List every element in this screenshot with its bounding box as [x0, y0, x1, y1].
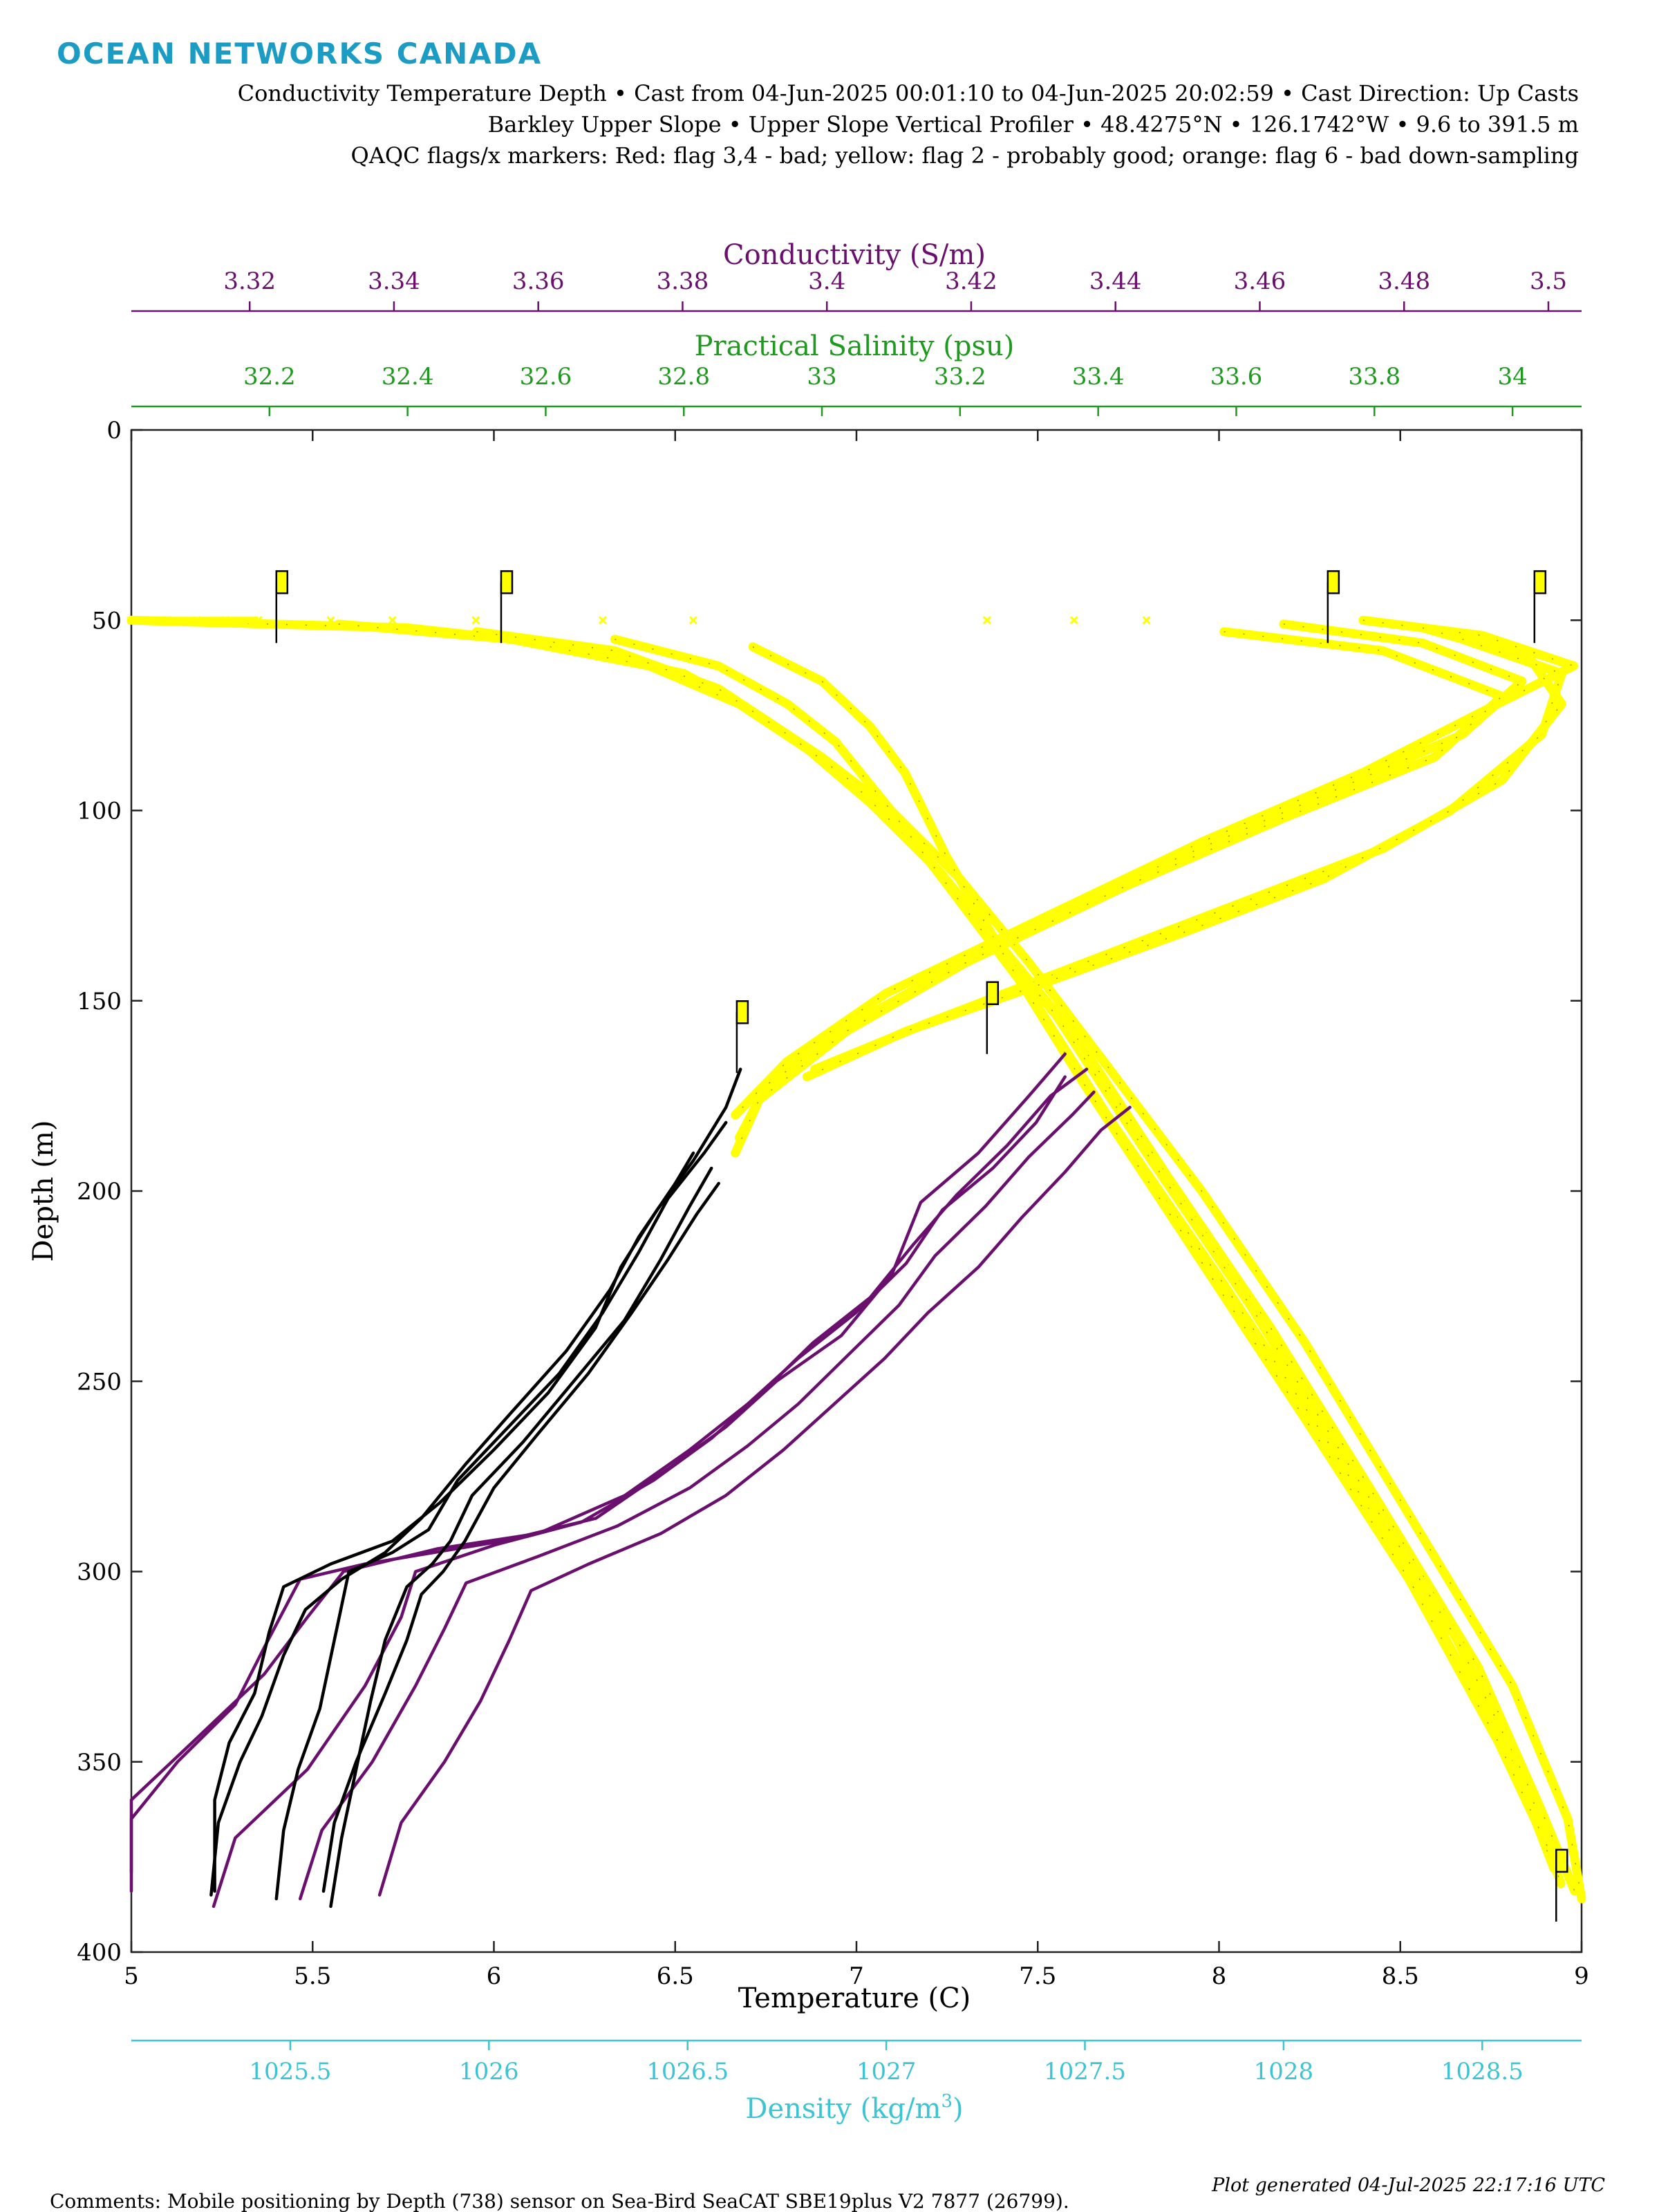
- conductivity-axis-ticks: 3.32 3.34 3.36 3.38 3.4 3.42 3.44 3.46 3.48 3.5: [223, 268, 1567, 311]
- temperature-cast-5: [321, 1181, 720, 1893]
- surface-flag-marker: [1069, 616, 1078, 625]
- flagged-data-layer: [126, 615, 1586, 1904]
- density-flagged-cast-1: [731, 615, 1578, 1120]
- temperature-tick-label: 7: [849, 1962, 864, 1990]
- temperature-cast-2: [274, 1121, 728, 1901]
- surface-flag-marker: [471, 616, 480, 625]
- flag-marker-5: [735, 1000, 749, 1024]
- conductivity-tick-label: 3.38: [657, 268, 709, 295]
- density-axis-ticks: 1025.5 1026 1026.5 1027 1027.5 1028 1028.5: [249, 2041, 1524, 2086]
- depth-tick-label: 150: [77, 988, 122, 1015]
- conductivity-tick-label: 3.34: [368, 268, 420, 295]
- salinity-flagged-cast-5: [748, 642, 1552, 1850]
- salinity-tick-label: 33.4: [1072, 363, 1125, 391]
- temperature-tick-label: 6: [487, 1962, 502, 1990]
- conductivity-cast-3: [212, 1067, 1089, 1909]
- depth-tick-label: 300: [77, 1559, 122, 1586]
- density-tick-label: 1027: [856, 2058, 917, 2086]
- density-tick-label: 1028: [1254, 2058, 1314, 2086]
- temperature-tick-label: 9: [1574, 1962, 1589, 1990]
- salinity-tick-label: 32.6: [520, 363, 572, 391]
- flag-marker-3: [1327, 570, 1340, 594]
- conductivity-cast-5: [377, 1105, 1132, 1897]
- header-line-2: Barkley Upper Slope • Upper Slope Vertic…: [488, 111, 1579, 138]
- salinity-tick-label: 33.2: [934, 363, 986, 391]
- conductivity-tick-label: 3.36: [512, 268, 565, 295]
- comments-note: Comments: Mobile positioning by Depth (7…: [50, 2190, 1069, 2212]
- density-tick-label: 1026: [459, 2058, 519, 2086]
- salinity-axis-label: Practical Salinity (psu): [695, 330, 1015, 362]
- plot-generated-note: Plot generated 04-Jul-2025 22:17:16 UTC: [1211, 2175, 1605, 2196]
- depth-tick-label: 250: [77, 1368, 122, 1396]
- density-flagged-cast-5: [802, 635, 1566, 1082]
- surface-flag-marker: [1142, 616, 1151, 625]
- salinity-tick-label: 34: [1497, 363, 1527, 391]
- depth-tick-label: 350: [77, 1749, 122, 1777]
- series-layer: [129, 1052, 1132, 1909]
- brand-logo-text: OCEAN NETWORKS CANADA: [57, 37, 542, 71]
- conductivity-tick-label: 3.32: [223, 268, 276, 295]
- conductivity-tick-label: 3.42: [945, 268, 997, 295]
- conductivity-tick-label: 3.48: [1378, 268, 1430, 295]
- temperature-tick-label: 8: [1212, 1962, 1227, 1990]
- header-line-3: QAQC flags/x markers: Red: flag 3,4 - ba…: [351, 142, 1579, 169]
- conductivity-axis-label: Conductivity (S/m): [723, 239, 986, 271]
- header-line-1: Conductivity Temperature Depth • Cast fr…: [238, 80, 1579, 106]
- plot-area: [130, 429, 1583, 1953]
- temperature-cast-4: [209, 1151, 695, 1897]
- salinity-axis-ticks: 32.2 32.4 32.6 32.8 33 33.2 33.4 33.6 33.8 34: [243, 363, 1528, 416]
- density-tick-label: 1028.5: [1441, 2058, 1524, 2086]
- depth-tick-label: 400: [77, 1939, 122, 1967]
- conductivity-cast-4: [298, 1090, 1096, 1901]
- depth-tick-label: 50: [92, 607, 122, 635]
- density-flagged-cast-2-dots: [738, 624, 1524, 1138]
- conductivity-tick-label: 3.44: [1089, 268, 1142, 295]
- salinity-flagged-cast-1-dots: [131, 619, 1582, 1900]
- density-tick-label: 1026.5: [646, 2058, 729, 2086]
- temperature-tick-label: 5: [124, 1962, 139, 1990]
- surface-flag-marker: [598, 616, 607, 625]
- flag-marker-2: [500, 570, 514, 594]
- surface-flag-marker: [688, 616, 698, 625]
- temperature-tick-label: 5.5: [294, 1962, 331, 1990]
- conductivity-tick-label: 3.4: [808, 268, 845, 295]
- temperature-tick-label: 6.5: [657, 1962, 694, 1990]
- conductivity-tick-label: 3.5: [1530, 268, 1567, 295]
- temperature-axis-ticks: 5 5.5 6 6.5 7 7.5 8 8.5 9: [124, 430, 1589, 1990]
- flag-marker-1: [275, 570, 289, 594]
- depth-axis-ticks: 0 50 100 150 200 250 300 350 400: [77, 417, 1582, 1967]
- salinity-tick-label: 33.8: [1348, 363, 1400, 391]
- salinity-tick-label: 32.2: [243, 363, 296, 391]
- density-flagged-cast-3: [731, 627, 1507, 1158]
- salinity-flagged-cast-3-dots: [476, 631, 1562, 1884]
- temperature-tick-label: 8.5: [1382, 1962, 1419, 1990]
- flag-markers-layer: [275, 570, 1568, 1922]
- density-tick-label: 1025.5: [249, 2058, 331, 2086]
- density-tick-label: 1027.5: [1044, 2058, 1126, 2086]
- flag-marker-4: [1533, 570, 1547, 594]
- surface-flag-marker: [388, 616, 397, 625]
- surface-flag-marker: [326, 616, 335, 625]
- density-axis-label-sup: 3: [941, 2091, 953, 2112]
- surface-flag-marker: [982, 616, 991, 625]
- salinity-tick-label: 32.8: [657, 363, 710, 391]
- density-axis-label-main: Density (kg/m: [745, 2093, 941, 2125]
- flag-marker-7: [1555, 1848, 1568, 1873]
- depth-tick-label: 0: [106, 417, 122, 444]
- salinity-tick-label: 33.6: [1210, 363, 1263, 391]
- salinity-tick-label: 33: [807, 363, 836, 391]
- temperature-tick-label: 7.5: [1019, 1962, 1056, 1990]
- depth-axis-label: Depth (m): [28, 1120, 59, 1262]
- density-axis-label-end: ): [953, 2093, 964, 2125]
- flag-marker-6: [986, 981, 1000, 1005]
- density-axis-label: Density (kg/m3): [745, 2091, 963, 2125]
- salinity-tick-label: 32.4: [382, 363, 434, 391]
- temperature-axis-label: Temperature (C): [738, 1983, 971, 2014]
- conductivity-tick-label: 3.46: [1234, 268, 1286, 295]
- depth-tick-label: 100: [77, 798, 122, 825]
- depth-tick-label: 200: [77, 1178, 122, 1206]
